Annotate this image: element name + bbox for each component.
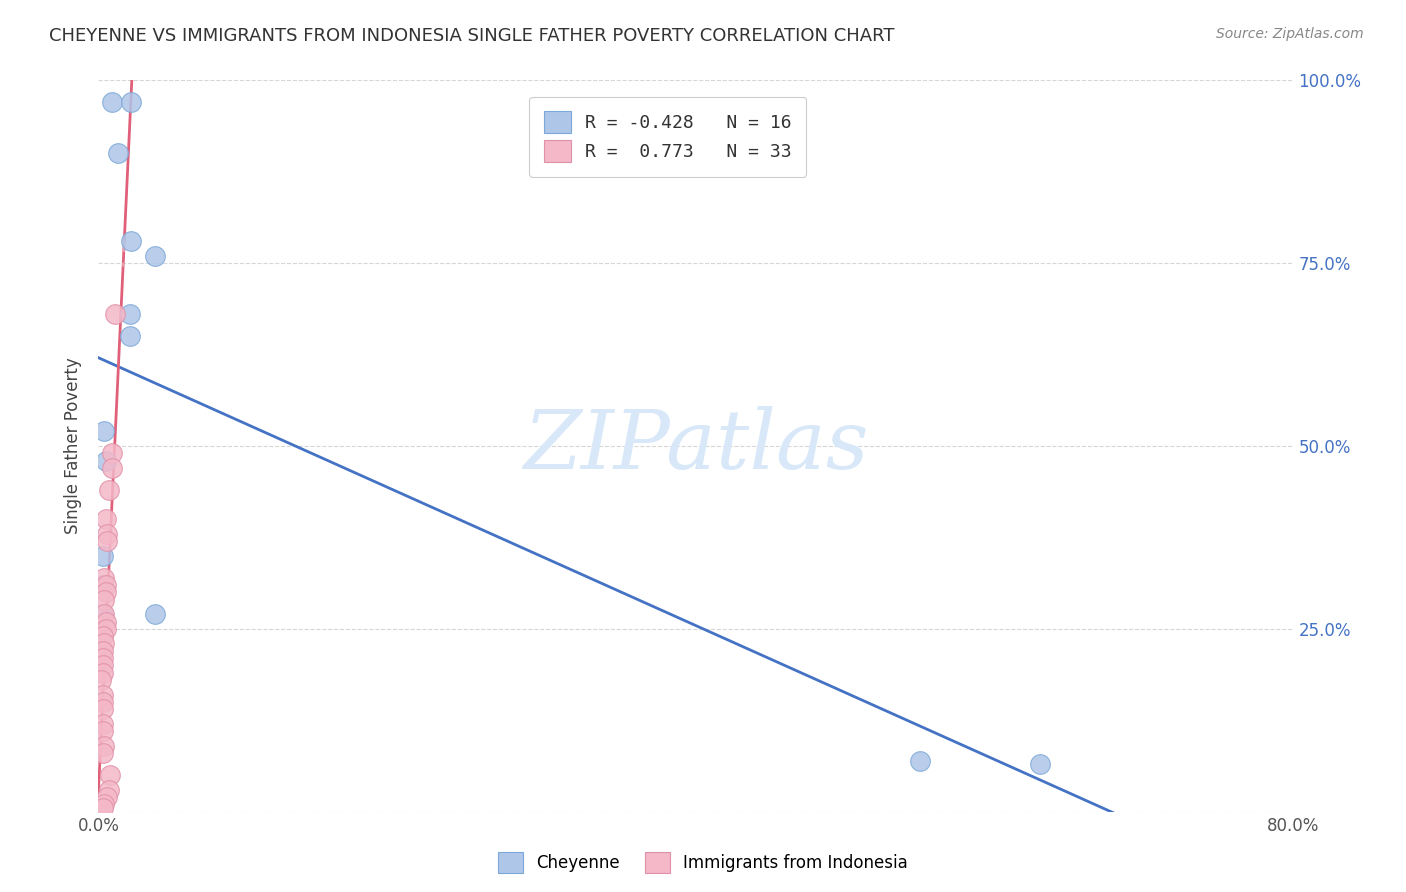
Text: CHEYENNE VS IMMIGRANTS FROM INDONESIA SINGLE FATHER POVERTY CORRELATION CHART: CHEYENNE VS IMMIGRANTS FROM INDONESIA SI… [49,27,894,45]
Point [97,782,120,797]
Point [91,629,114,643]
Point [91,724,114,739]
Point [94,622,117,636]
Point [107,146,129,161]
Point [91,717,114,731]
Text: Source: ZipAtlas.com: Source: ZipAtlas.com [1216,27,1364,41]
Point [94,615,117,629]
Point [96,790,118,805]
Point [93,607,115,622]
Point [908,754,931,768]
Point [91,695,114,709]
Point [101,461,124,475]
Point [90,673,112,687]
Point [91,578,114,592]
Legend: R = -0.428   N = 16, R =  0.773   N = 33: R = -0.428 N = 16, R = 0.773 N = 33 [530,96,807,177]
Point [120,95,142,110]
Point [91,801,114,815]
Point [91,658,114,673]
Point [93,797,115,812]
Point [143,249,166,263]
Point [91,651,114,665]
Point [104,307,127,321]
Point [120,234,142,248]
Point [91,607,114,622]
Point [118,329,141,343]
Text: ZIPatlas: ZIPatlas [523,406,869,486]
Point [101,446,124,460]
Point [96,526,118,541]
Point [93,571,115,585]
Point [93,592,115,607]
Point [91,746,114,760]
Point [97,483,120,497]
Point [93,636,115,650]
Point [143,607,166,622]
Point [1028,757,1050,772]
Point [94,453,117,467]
Point [101,95,124,110]
Point [94,512,117,526]
Point [94,585,117,599]
Point [93,425,115,439]
Point [91,702,114,716]
Point [91,549,114,563]
Y-axis label: Single Father Poverty: Single Father Poverty [65,358,83,534]
Point [94,578,117,592]
Point [98,768,122,782]
Point [118,307,141,321]
Point [96,534,118,549]
Point [93,739,115,753]
Point [91,644,114,658]
Point [91,665,114,680]
Legend: Cheyenne, Immigrants from Indonesia: Cheyenne, Immigrants from Indonesia [491,846,915,880]
Point [91,688,114,702]
